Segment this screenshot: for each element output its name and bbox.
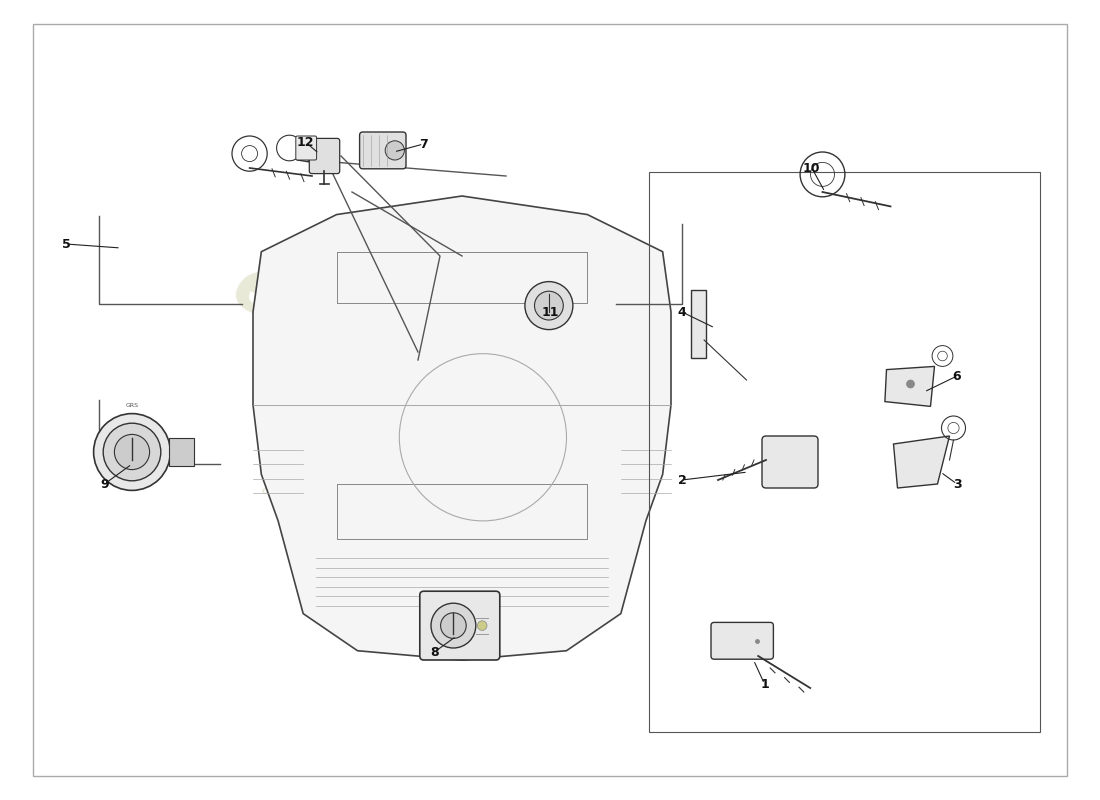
Text: GRS: GRS <box>125 403 139 408</box>
Bar <box>649 172 1040 732</box>
Circle shape <box>441 613 466 638</box>
FancyBboxPatch shape <box>762 436 818 488</box>
FancyBboxPatch shape <box>420 591 499 660</box>
Circle shape <box>477 621 487 630</box>
Circle shape <box>103 423 161 481</box>
Circle shape <box>385 141 405 160</box>
Text: 12: 12 <box>297 136 315 149</box>
Text: 8: 8 <box>430 646 439 658</box>
Text: 7: 7 <box>419 138 428 150</box>
Text: eurosp
arts: eurosp arts <box>184 249 520 519</box>
Text: 5: 5 <box>62 238 70 250</box>
FancyBboxPatch shape <box>711 622 773 659</box>
Circle shape <box>535 291 563 320</box>
FancyBboxPatch shape <box>296 136 317 160</box>
Polygon shape <box>253 196 671 660</box>
FancyBboxPatch shape <box>168 438 195 466</box>
FancyBboxPatch shape <box>309 138 340 174</box>
Text: 3: 3 <box>953 478 961 490</box>
Circle shape <box>906 380 914 388</box>
Text: 2: 2 <box>678 474 686 486</box>
FancyBboxPatch shape <box>691 290 706 358</box>
Text: 6: 6 <box>953 370 961 382</box>
Polygon shape <box>893 436 949 488</box>
FancyBboxPatch shape <box>360 132 406 169</box>
Text: 10: 10 <box>803 162 821 174</box>
Circle shape <box>94 414 170 490</box>
Text: 9: 9 <box>100 478 109 490</box>
Polygon shape <box>884 366 935 406</box>
Text: 4: 4 <box>678 306 686 318</box>
Circle shape <box>114 434 150 470</box>
Circle shape <box>431 603 476 648</box>
Text: a passion for motor parts since 1985: a passion for motor parts since 1985 <box>260 479 576 609</box>
Text: 1: 1 <box>760 678 769 690</box>
Text: 11: 11 <box>541 306 559 318</box>
Circle shape <box>525 282 573 330</box>
